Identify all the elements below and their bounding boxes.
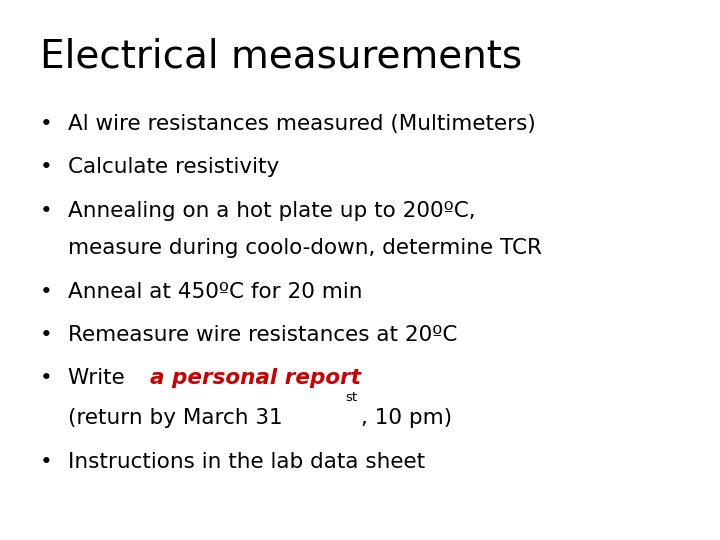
- Text: Electrical measurements: Electrical measurements: [40, 38, 522, 76]
- Text: Calculate resistivity: Calculate resistivity: [68, 157, 279, 178]
- Text: Anneal at 450ºC for 20 min: Anneal at 450ºC for 20 min: [68, 281, 363, 302]
- Text: •: •: [40, 157, 53, 178]
- Text: •: •: [40, 114, 53, 134]
- Text: •: •: [40, 368, 53, 388]
- Text: •: •: [40, 281, 53, 302]
- Text: measure during coolo-down, determine TCR: measure during coolo-down, determine TCR: [68, 238, 542, 259]
- Text: Al wire resistances measured (Multimeters): Al wire resistances measured (Multimeter…: [68, 114, 536, 134]
- Text: (return by March 31: (return by March 31: [68, 408, 283, 429]
- Text: st: st: [346, 392, 358, 404]
- Text: Remeasure wire resistances at 20ºC: Remeasure wire resistances at 20ºC: [68, 325, 458, 345]
- Text: Write: Write: [68, 368, 132, 388]
- Text: Instructions in the lab data sheet: Instructions in the lab data sheet: [68, 451, 426, 472]
- Text: , 10 pm): , 10 pm): [361, 408, 452, 429]
- Text: •: •: [40, 325, 53, 345]
- Text: •: •: [40, 451, 53, 472]
- Text: a personal report: a personal report: [150, 368, 361, 388]
- Text: •: •: [40, 200, 53, 221]
- Text: Annealing on a hot plate up to 200ºC,: Annealing on a hot plate up to 200ºC,: [68, 200, 476, 221]
